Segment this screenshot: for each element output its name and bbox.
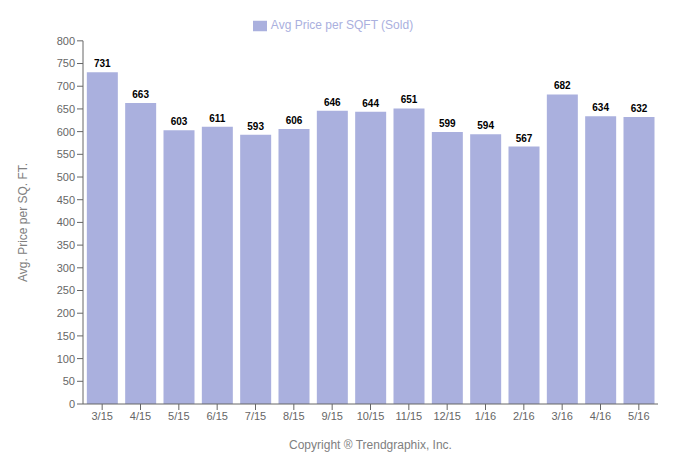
svg-text:593: 593 [247, 121, 264, 132]
svg-text:644: 644 [362, 98, 379, 109]
svg-text:9/15: 9/15 [321, 410, 342, 422]
svg-text:5/15: 5/15 [168, 410, 189, 422]
svg-text:646: 646 [324, 97, 341, 108]
svg-text:599: 599 [439, 118, 456, 129]
svg-text:350: 350 [57, 239, 75, 251]
svg-text:750: 750 [57, 57, 75, 69]
svg-text:594: 594 [477, 120, 494, 131]
svg-text:Copyright ® Trendgraphix, Inc.: Copyright ® Trendgraphix, Inc. [289, 438, 452, 452]
svg-text:6/15: 6/15 [206, 410, 227, 422]
svg-text:300: 300 [57, 262, 75, 274]
svg-text:500: 500 [57, 171, 75, 183]
svg-text:567: 567 [516, 133, 533, 144]
html-text:Avg Price per SQFT (Sold): Avg Price per SQFT (Sold) [270, 18, 414, 32]
svg-text:200: 200 [57, 307, 75, 319]
svg-text:250: 250 [57, 284, 75, 296]
svg-text:8/15: 8/15 [283, 410, 304, 422]
svg-text:12/15: 12/15 [433, 410, 461, 422]
svg-text:4/15: 4/15 [130, 410, 151, 422]
svg-text:550: 550 [57, 148, 75, 160]
svg-text:3/15: 3/15 [91, 410, 112, 422]
svg-text:5/16: 5/16 [628, 410, 649, 422]
svg-text:450: 450 [57, 194, 75, 206]
svg-text:611: 611 [209, 113, 226, 124]
svg-text:603: 603 [171, 116, 188, 127]
svg-text:7/15: 7/15 [245, 410, 266, 422]
svg-text:11/15: 11/15 [395, 410, 422, 422]
svg-text:651: 651 [401, 94, 418, 105]
svg-text:731: 731 [94, 58, 111, 69]
svg-text:10/15: 10/15 [357, 410, 385, 422]
svg-text:663: 663 [132, 89, 149, 100]
svg-text:632: 632 [631, 103, 648, 114]
svg-text:3/16: 3/16 [551, 410, 572, 422]
svg-text:606: 606 [286, 115, 303, 126]
svg-text:700: 700 [57, 80, 75, 92]
svg-text:150: 150 [57, 330, 75, 342]
svg-text:0: 0 [69, 398, 75, 410]
svg-text:Avg. Price per SQ. FT.: Avg. Price per SQ. FT. [16, 163, 30, 282]
svg-text:2/16: 2/16 [513, 410, 534, 422]
svg-text:634: 634 [592, 102, 609, 113]
svg-text:600: 600 [57, 126, 75, 138]
svg-text:650: 650 [57, 103, 75, 115]
svg-text:800: 800 [57, 35, 75, 47]
svg-text:1/16: 1/16 [475, 410, 496, 422]
svg-text:50: 50 [63, 375, 75, 387]
svg-text:4/16: 4/16 [590, 410, 611, 422]
svg-text:400: 400 [57, 216, 75, 228]
svg-text:100: 100 [57, 353, 75, 365]
svg-text:682: 682 [554, 80, 571, 91]
